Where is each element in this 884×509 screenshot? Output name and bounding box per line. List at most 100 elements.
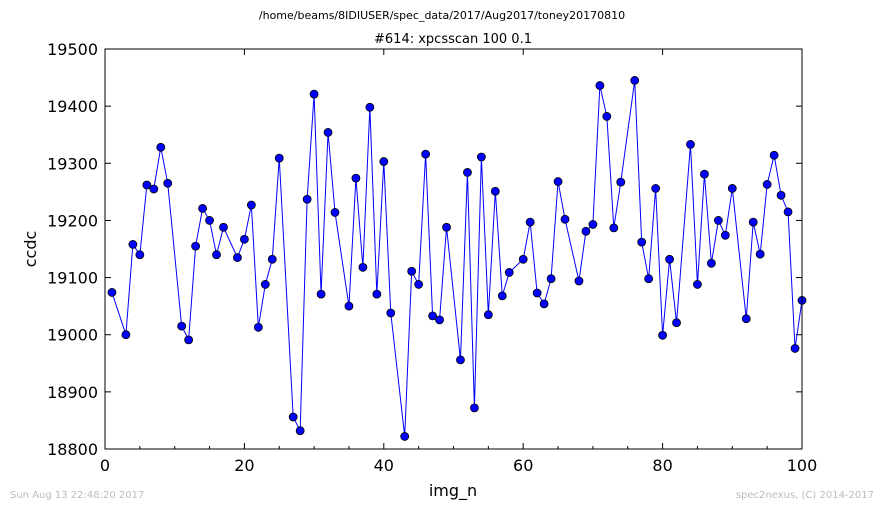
data-point — [672, 318, 681, 328]
data-point — [560, 214, 570, 224]
data-point — [456, 355, 465, 365]
data-point — [121, 330, 131, 340]
data-point — [163, 178, 173, 188]
data-point — [177, 321, 187, 331]
data-point — [365, 102, 375, 112]
data-point — [142, 180, 152, 190]
data-point — [421, 149, 431, 159]
x-tick-label: 100 — [787, 456, 818, 475]
data-point — [644, 274, 654, 284]
data-point — [463, 168, 472, 177]
data-point — [532, 288, 542, 298]
data-point — [525, 217, 535, 227]
data-point — [246, 200, 256, 210]
data-point — [212, 250, 221, 260]
data-point — [630, 76, 640, 85]
data-point — [135, 250, 145, 260]
data-point — [233, 253, 242, 262]
data-point — [497, 291, 507, 301]
data-point — [616, 177, 626, 187]
data-point — [693, 280, 702, 289]
data-point — [253, 322, 263, 332]
y-tick-label: 18900 — [47, 383, 98, 402]
data-point — [476, 152, 486, 162]
y-tick-label: 18800 — [47, 440, 98, 459]
data-point — [407, 266, 417, 276]
data-point — [609, 223, 619, 233]
x-tick-label: 0 — [100, 456, 110, 475]
data-point — [665, 254, 674, 264]
data-point — [700, 169, 709, 179]
data-point — [518, 254, 528, 264]
data-point — [706, 258, 716, 268]
plot-frame — [104, 48, 803, 450]
data-point — [483, 310, 493, 320]
y-tick-label: 19300 — [47, 154, 98, 173]
data-point — [295, 426, 305, 436]
data-point — [400, 432, 410, 441]
data-point — [651, 184, 661, 193]
plot-area: 0 20 40 60 80 100 18800 18900 19000 19100 19200 193… — [47, 40, 817, 475]
y-tick-label: 19400 — [47, 97, 98, 116]
data-point — [769, 150, 779, 160]
data-point — [470, 403, 479, 413]
data-point — [546, 274, 556, 284]
data-point — [156, 142, 166, 152]
data-point — [553, 177, 563, 186]
data-point — [762, 180, 772, 189]
data-point — [267, 254, 277, 264]
data-point — [149, 184, 159, 194]
data-point — [372, 289, 382, 299]
data-point — [595, 81, 605, 90]
data-point — [442, 222, 451, 232]
data-point — [539, 299, 549, 309]
data-point — [107, 288, 117, 297]
data-point — [323, 128, 333, 137]
y-tick-label: 19200 — [47, 211, 98, 230]
data-point — [344, 301, 354, 311]
credit-footer: spec2nexus, (C) 2014-2017 — [736, 490, 874, 501]
timestamp-footer: Sun Aug 13 22:48:20 2017 — [10, 490, 144, 501]
data-point — [713, 216, 723, 225]
data-point — [490, 186, 500, 196]
data-point — [755, 249, 765, 259]
x-tick-label: 40 — [374, 456, 394, 475]
data-point — [428, 311, 437, 321]
data-point — [302, 194, 312, 204]
data-point — [581, 226, 591, 236]
x-tick-label: 20 — [234, 456, 254, 475]
data-point — [386, 308, 396, 318]
chart-title: #614: xpcsscan 100 0.1 — [374, 32, 532, 47]
data-point — [504, 268, 514, 277]
x-tick-label: 60 — [513, 456, 533, 475]
data-point — [351, 173, 361, 183]
data-point — [198, 204, 207, 213]
path-title: /home/beams/8IDIUSER/spec_data/2017/Aug2… — [259, 9, 625, 22]
data-point — [330, 208, 340, 217]
data-point — [658, 330, 667, 340]
data-point — [379, 157, 389, 166]
y-tick-label: 19500 — [47, 40, 98, 59]
data-point — [414, 280, 424, 289]
data-point — [574, 276, 584, 286]
x-axis-label: img_n — [429, 481, 477, 501]
x-tick-label: 80 — [652, 456, 672, 475]
data-point — [790, 344, 800, 353]
data-point — [205, 216, 214, 225]
data-point — [309, 89, 319, 99]
data-point — [748, 217, 758, 227]
data-point — [316, 289, 326, 299]
data-point — [128, 240, 138, 249]
data-point — [602, 112, 612, 121]
data-point — [720, 230, 730, 240]
data-point — [435, 315, 444, 325]
data-point — [288, 412, 298, 422]
data-point — [260, 280, 270, 289]
data-point — [686, 140, 695, 149]
data-point — [219, 222, 228, 232]
data-point — [588, 220, 598, 229]
y-axis-label: ccdc — [21, 231, 40, 268]
data-point — [358, 262, 368, 272]
data-point — [191, 241, 201, 251]
